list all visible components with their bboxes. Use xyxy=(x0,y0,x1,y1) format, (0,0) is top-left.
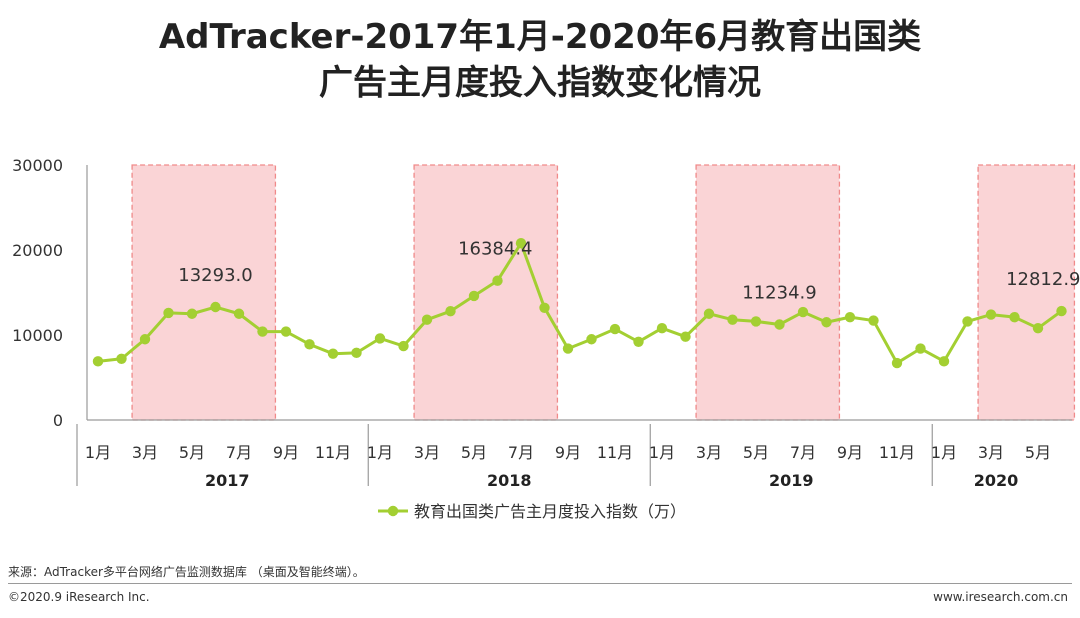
month-tick-label: 5月 xyxy=(179,443,205,462)
month-tick-label: 7月 xyxy=(790,443,816,462)
month-tick-label: 1月 xyxy=(367,443,393,462)
month-tick-label: 9月 xyxy=(273,443,299,462)
data-point xyxy=(962,316,973,327)
year-label-2017: 2017 xyxy=(205,471,250,490)
month-tick-label: 5月 xyxy=(743,443,769,462)
data-point xyxy=(703,308,715,319)
month-tick-label: 5月 xyxy=(461,443,487,462)
highlight-band-2020 xyxy=(977,164,1076,421)
data-point xyxy=(633,336,644,347)
month-tick-label: 1月 xyxy=(85,443,111,462)
data-label: 16384.4 xyxy=(458,239,532,260)
data-point xyxy=(1009,311,1020,323)
data-label: 11234.9 xyxy=(742,283,816,304)
month-tick-label: 1月 xyxy=(649,443,675,462)
legend-label: 教育出国类广告主月度投入指数（万） xyxy=(414,502,686,521)
data-point xyxy=(468,290,480,302)
month-tick-label: 3月 xyxy=(696,443,722,462)
footer-divider xyxy=(8,583,1072,584)
data-point xyxy=(327,348,339,359)
data-point xyxy=(891,357,903,369)
legend-marker xyxy=(387,505,399,517)
month-tick-label: 3月 xyxy=(978,443,1004,462)
data-point xyxy=(398,340,409,352)
data-point xyxy=(210,301,221,313)
year-label-2020: 2020 xyxy=(974,471,1019,490)
data-point xyxy=(304,339,315,350)
data-point xyxy=(515,238,527,249)
month-tick-label: 1月 xyxy=(931,443,957,462)
y-tick-label: 30000 xyxy=(12,156,63,175)
data-point xyxy=(609,323,621,335)
source-note: 来源：AdTracker多平台网络广告监测数据库 （桌面及智能终端）。 xyxy=(8,565,365,579)
data-point xyxy=(727,314,738,325)
data-point xyxy=(186,308,198,319)
data-point xyxy=(656,323,668,334)
data-point xyxy=(586,334,597,345)
highlight-band-2017 xyxy=(131,164,277,421)
month-tick-label: 3月 xyxy=(414,443,440,462)
year-label-2018: 2018 xyxy=(487,471,532,490)
data-point xyxy=(774,319,785,330)
y-tick-label: 10000 xyxy=(12,326,63,345)
data-point xyxy=(821,317,832,328)
data-point xyxy=(750,316,762,327)
data-point xyxy=(280,326,292,337)
data-label: 12812.9 xyxy=(1006,269,1080,290)
month-tick-label: 7月 xyxy=(508,443,534,462)
chart-title: AdTracker-2017年1月-2020年6月教育出国类 广告主月度投入指数… xyxy=(0,14,1080,106)
month-tick-label: 11月 xyxy=(597,443,633,462)
data-point xyxy=(374,333,386,344)
year-label-2019: 2019 xyxy=(769,471,814,490)
data-label: 13293.0 xyxy=(178,265,252,286)
data-point xyxy=(1056,305,1067,317)
data-point xyxy=(797,306,809,318)
data-point xyxy=(139,334,151,345)
data-point xyxy=(116,353,127,364)
data-point xyxy=(938,356,950,367)
month-tick-label: 9月 xyxy=(555,443,581,462)
y-tick-label: 0 xyxy=(53,411,63,430)
month-tick-label: 9月 xyxy=(837,443,863,462)
data-point xyxy=(1032,323,1044,334)
month-tick-label: 11月 xyxy=(879,443,915,462)
chart-title-line1: AdTracker-2017年1月-2020年6月教育出国类 xyxy=(158,17,922,57)
data-point xyxy=(492,275,503,286)
month-tick-label: 5月 xyxy=(1025,443,1051,462)
data-point xyxy=(868,315,879,326)
website-link[interactable]: www.iresearch.com.cn xyxy=(933,590,1068,604)
data-point xyxy=(257,326,268,337)
data-point xyxy=(562,343,574,354)
highlight-band-2018 xyxy=(413,164,559,421)
data-point xyxy=(539,302,550,313)
copyright: ©2020.9 iResearch Inc. xyxy=(8,590,150,604)
data-point xyxy=(985,309,997,320)
month-tick-label: 11月 xyxy=(315,443,351,462)
chart-title-line2: 广告主月度投入指数变化情况 xyxy=(319,63,761,103)
data-point xyxy=(233,308,245,319)
month-tick-label: 3月 xyxy=(132,443,158,462)
y-tick-label: 20000 xyxy=(12,241,63,260)
month-tick-label: 7月 xyxy=(226,443,252,462)
data-point xyxy=(163,307,174,319)
line-chart: 0 10000 20000 30000 1月 3月 5月 7月 9月 11月 1月 3月 5月 7月 9月 1… xyxy=(12,156,1080,521)
data-point xyxy=(680,331,691,342)
data-point xyxy=(421,314,433,325)
data-point xyxy=(915,343,926,354)
data-point xyxy=(445,306,456,317)
data-point xyxy=(844,311,856,323)
data-point xyxy=(351,347,362,359)
data-point xyxy=(92,356,104,367)
highlight-band-2019 xyxy=(695,164,841,421)
